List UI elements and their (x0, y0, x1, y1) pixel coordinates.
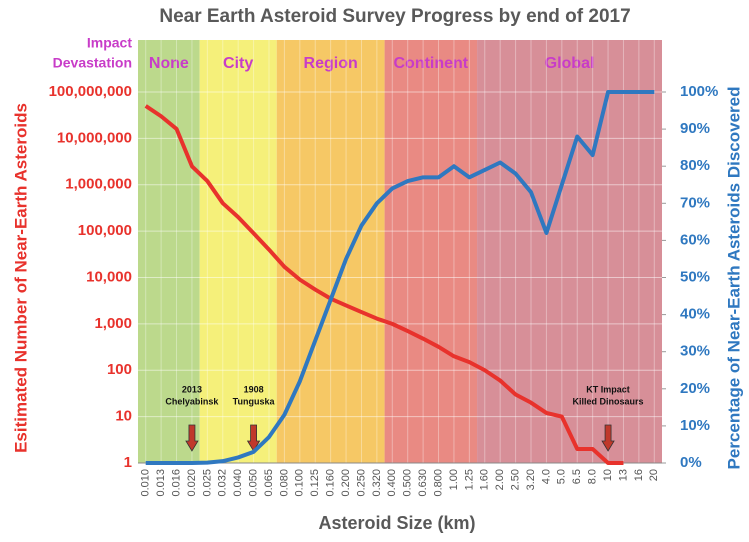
x-tick-label: 0.250 (355, 469, 367, 497)
x-tick-label: 0.320 (371, 469, 383, 497)
x-tick-label: 0.100 (294, 469, 306, 497)
x-tick-label: 4.0 (540, 469, 552, 484)
y2-tick-label: 40% (680, 306, 710, 323)
x-tick-label: 20 (648, 469, 660, 481)
band-label: None (149, 55, 189, 72)
x-tick-label: 0.065 (263, 469, 275, 497)
x-tick-label: 2.50 (509, 469, 521, 490)
y2-tick-label: 30% (680, 343, 710, 360)
x-tick-label: 0.630 (417, 469, 429, 497)
y2-tick-label: 80% (680, 157, 710, 174)
band-label: Continent (393, 55, 468, 72)
y2-tick-label: 70% (680, 194, 710, 211)
x-tick-label: 0.500 (402, 469, 414, 497)
x-tick-label: 0.080 (278, 469, 290, 497)
y-axis-title: Esitimated Number of Near-Earth Asteroid… (11, 103, 30, 453)
x-tick-label: 5.0 (556, 469, 568, 484)
x-tick-label: 0.020 (186, 469, 198, 497)
y2-tick-label: 10% (680, 417, 710, 434)
annotation: KT Impact (586, 384, 630, 394)
x-tick-label: 0.800 (432, 469, 444, 497)
x-tick-label: 1.60 (479, 469, 491, 490)
y2-tick-label: 60% (680, 231, 710, 248)
x-tick-label: 0.125 (309, 469, 321, 497)
x-tick-label: 10 (602, 469, 614, 481)
x-tick-label: 2.00 (494, 469, 506, 490)
chart-title: Near Earth Asteroid Survey Progress by e… (159, 6, 630, 27)
annotation: 2013 (182, 384, 202, 394)
y-tick-label: 1 (124, 454, 132, 471)
x-tick-label: 6.5 (571, 469, 583, 484)
band-heading: Devastation (53, 55, 132, 71)
impact-band (384, 40, 478, 463)
x-tick-label: 0.032 (217, 469, 229, 497)
annotation-arrow (185, 424, 199, 452)
annotation: Chelyabinsk (165, 396, 219, 406)
x-tick-label: 3.20 (525, 469, 537, 490)
impact-band (199, 40, 277, 463)
x-tick-label: 0.010 (140, 469, 152, 497)
x-tick-label: 0.025 (201, 469, 213, 497)
y-tick-label: 100 (107, 361, 132, 378)
y-tick-label: 1,000 (94, 315, 132, 332)
annotation-arrow (246, 424, 261, 452)
y-tick-label: 10,000 (86, 268, 132, 285)
band-heading: Impact (87, 35, 132, 51)
x-tick-label: 1.00 (448, 469, 460, 490)
y-tick-label: 100,000 (78, 222, 132, 239)
y2-tick-label: 90% (680, 120, 710, 137)
y-tick-label: 1,000,000 (65, 176, 132, 193)
impact-band (477, 40, 662, 463)
annotation-arrow (601, 424, 615, 452)
y2-tick-label: 100% (680, 83, 718, 100)
x-tick-label: 0.013 (155, 469, 167, 497)
data-line (144, 104, 624, 465)
x-tick-label: 0.040 (232, 469, 244, 497)
y2-tick-label: 20% (680, 380, 710, 397)
impact-band (138, 40, 200, 463)
y-tick-label: 10 (115, 408, 132, 425)
x-tick-label: 0.400 (386, 469, 398, 497)
y2-axis-title: Percentage of Near-Earth Asteroids Disco… (724, 87, 743, 470)
x-tick-label: 13 (617, 469, 629, 481)
x-tick-label: 0.050 (247, 469, 259, 497)
y-tick-label: 10,000,000 (57, 129, 132, 146)
y2-tick-label: 0% (680, 454, 702, 471)
band-label: Global (545, 55, 595, 72)
x-tick-label: 1.25 (463, 469, 475, 490)
y-tick-label: 100,000,000 (49, 83, 132, 100)
x-tick-label: 0.200 (340, 469, 352, 497)
x-tick-label: 8.0 (587, 469, 599, 484)
x-tick-label: 0.160 (325, 469, 337, 497)
y2-tick-label: 50% (680, 268, 710, 285)
x-axis-title: Asteroid Size (km) (318, 513, 475, 533)
data-line (145, 90, 655, 465)
band-label: Region (304, 55, 358, 72)
band-label: City (223, 55, 253, 72)
annotation: Tunguska (233, 396, 276, 406)
x-tick-label: 16 (633, 469, 645, 481)
annotation: Killed Dinosaurs (573, 396, 644, 406)
x-tick-label: 0.016 (170, 469, 182, 497)
annotation: 1908 (244, 384, 264, 394)
